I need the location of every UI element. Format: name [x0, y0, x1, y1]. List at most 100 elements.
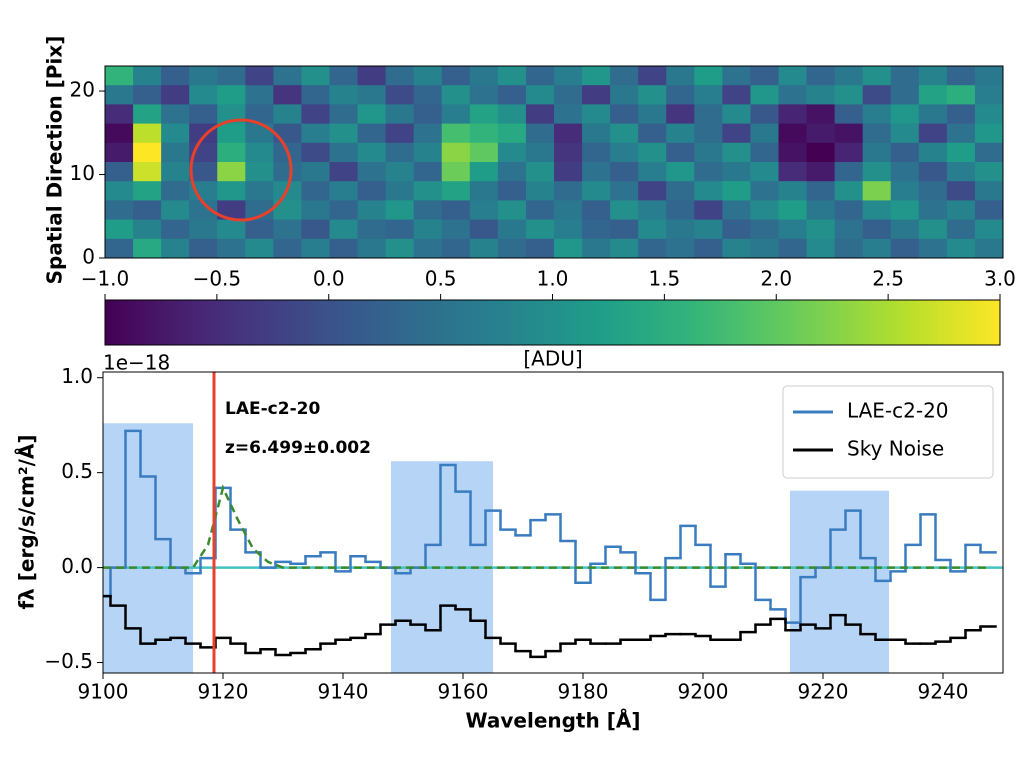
heatmap-cell	[413, 238, 443, 259]
heatmap-cell	[862, 66, 892, 86]
heatmap-cell	[245, 104, 274, 125]
heatmap-cell	[610, 238, 639, 259]
heatmap-cell	[441, 85, 471, 105]
heatmap-cell	[862, 200, 892, 221]
heatmap-cell	[554, 66, 583, 86]
heatmap-cell	[357, 142, 387, 163]
heatmap-cell	[834, 123, 864, 144]
x-tick-label: 9120	[198, 680, 249, 704]
y-tick-label: 10	[70, 161, 95, 185]
heatmap-cell	[946, 200, 976, 221]
heatmap-cell	[105, 104, 134, 125]
heatmap-cell	[273, 104, 302, 125]
heatmap-cell	[778, 104, 808, 125]
heatmap-cell	[469, 104, 499, 125]
heatmap-cell	[525, 85, 555, 105]
heatmap-cell	[497, 181, 527, 201]
heatmap-cell	[834, 85, 864, 105]
heatmap-cell	[974, 200, 1004, 221]
heatmap-cell	[834, 181, 864, 201]
heatmap-cell	[778, 66, 808, 86]
heatmap-cell	[610, 85, 639, 105]
heatmap-cell	[133, 200, 162, 221]
heatmap-cell	[582, 200, 611, 221]
heatmap-cell	[105, 200, 134, 221]
heatmap-cell	[469, 85, 499, 105]
heatmap-cell	[385, 104, 415, 125]
heatmap-cell	[301, 162, 330, 182]
x-tick-label: 9100	[78, 680, 129, 704]
heatmap-cell	[694, 162, 723, 182]
heatmap-cell	[946, 219, 976, 240]
heatmap-cell	[133, 66, 162, 86]
heatmap-cell	[385, 66, 415, 86]
heatmap-cell	[638, 123, 667, 144]
heatmap-cell	[862, 181, 892, 201]
heatmap-cell	[918, 142, 948, 163]
heatmap-cell	[666, 104, 695, 125]
heatmap-cell	[890, 200, 920, 221]
highlight-span	[790, 490, 889, 673]
heatmap-cell	[666, 181, 695, 201]
axes-frame	[104, 65, 1004, 259]
heatmap-cell	[301, 85, 330, 105]
y-tick-label: 0.5	[61, 459, 93, 483]
heatmap-cell	[133, 219, 162, 240]
heatmap-cell	[946, 142, 976, 163]
heatmap-cell	[666, 66, 695, 86]
heatmap-cell	[357, 219, 387, 240]
heatmap-cell	[301, 200, 330, 221]
heatmap-cell	[862, 123, 892, 144]
heatmap-cell	[413, 162, 443, 182]
heatmap-cell	[974, 123, 1004, 144]
heatmap-cell	[469, 123, 499, 144]
heatmap-cell	[525, 219, 555, 240]
heatmap-cell	[834, 200, 864, 221]
heatmap-cell	[638, 200, 667, 221]
heatmap-cell	[974, 181, 1004, 201]
heatmap-cell	[554, 123, 583, 144]
heatmap-cell	[441, 104, 471, 125]
heatmap-cell	[497, 104, 527, 125]
heatmap-cell	[161, 181, 190, 201]
heatmap-cell	[105, 66, 134, 86]
heatmap-cell	[273, 162, 302, 182]
heatmap-cell	[245, 162, 274, 182]
heatmap-cell	[918, 66, 948, 86]
heatmap-cell	[694, 238, 723, 259]
heatmap-cell	[778, 219, 808, 240]
heatmap-cell	[413, 200, 443, 221]
heatmap-cell	[806, 142, 836, 163]
heatmap-cell	[946, 85, 976, 105]
heatmap-cell	[582, 123, 611, 144]
heatmap-cell	[441, 66, 471, 86]
heatmap-cell	[750, 104, 779, 125]
y-multiplier: 1e−18	[103, 351, 170, 375]
heatmap-cell	[834, 219, 864, 240]
heatmap-cell	[245, 238, 274, 259]
heatmap-cell	[582, 104, 611, 125]
heatmap-cell	[638, 66, 667, 86]
heatmap-cell	[217, 200, 246, 221]
y-tick-label: 20	[70, 78, 95, 102]
heatmap-cell	[133, 123, 162, 144]
heatmap-cell	[413, 123, 443, 144]
heatmap-cell	[638, 181, 667, 201]
heatmap-cell	[273, 219, 302, 240]
heatmap-cell	[834, 142, 864, 163]
heatmap-cell	[105, 238, 134, 259]
heatmap-cell	[245, 142, 274, 163]
heatmap-cell	[862, 219, 892, 240]
heatmap-cell	[974, 66, 1004, 86]
heatmap-cell	[525, 104, 555, 125]
heatmap-cell	[610, 123, 639, 144]
heatmap-cell	[217, 238, 246, 259]
y-tick-label: −0.5	[44, 649, 93, 673]
heatmap-cell	[161, 238, 190, 259]
x-tick-label: 9240	[918, 680, 969, 704]
heatmap-cell	[189, 162, 218, 182]
heatmap-cell	[385, 142, 415, 163]
heatmap-cell	[329, 162, 359, 182]
heatmap-cell	[806, 162, 836, 182]
